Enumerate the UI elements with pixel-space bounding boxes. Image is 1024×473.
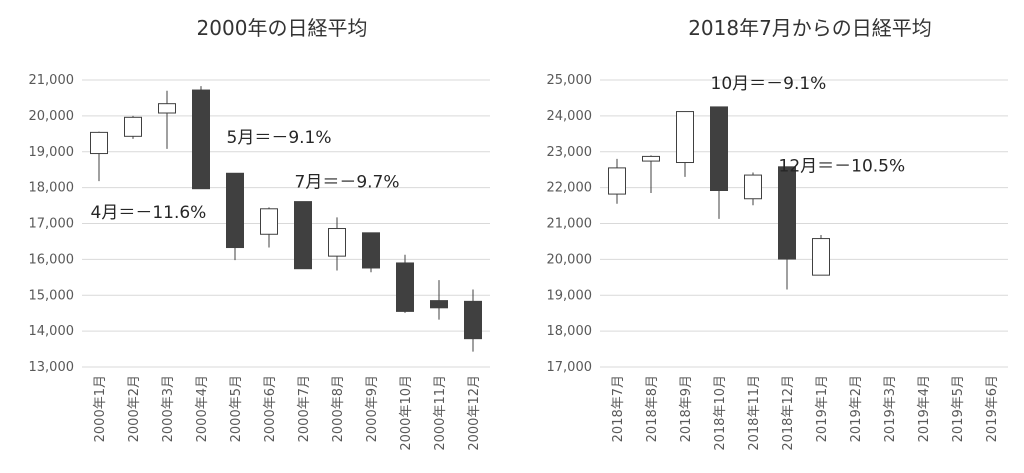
x-tick-label-right: 2018年7月 [611,375,626,442]
x-tick-label-right: 2019年6月 [985,375,1000,442]
annotation-left: 4月＝－11.6% [91,203,207,223]
y-tick-label-left: 19,000 [29,145,75,160]
x-tick-label-left: 2000年6月 [263,375,278,442]
candle-body-left [226,172,244,249]
y-tick-label-right: 18,000 [547,324,593,339]
annotation-right: 12月＝－10.5% [779,156,906,176]
x-tick-label-right: 2018年12月 [781,375,796,451]
annotation-left: 5月＝－9.1% [227,128,332,148]
y-tick-label-right: 21,000 [547,217,593,232]
candle-body-left [192,89,210,190]
y-tick-label-right: 19,000 [547,288,593,303]
x-tick-label-left: 2000年12月 [467,375,482,451]
candle-body-right [642,155,660,162]
y-tick-label-right: 22,000 [547,181,593,196]
x-tick-label-right: 2019年3月 [883,375,898,442]
x-tick-label-left: 2000年4月 [195,375,210,442]
x-tick-label-left: 2000年8月 [331,375,346,442]
x-tick-label-right: 2018年8月 [645,375,660,442]
chart-title-left: 2000年の日経平均 [196,16,368,40]
x-tick-label-right: 2019年5月 [951,375,966,442]
y-tick-label-left: 21,000 [29,73,75,88]
y-tick-label-right: 17,000 [547,360,593,375]
chart-title-right: 2018年7月からの日経平均 [688,16,932,40]
candle-body-right [812,238,830,276]
x-tick-label-left: 2000年3月 [161,375,176,442]
annotation-left: 7月＝－9.7% [295,173,400,193]
x-tick-label-right: 2019年1月 [815,375,830,442]
candle-body-right [676,111,694,164]
x-tick-label-right: 2018年11月 [747,375,762,451]
y-tick-label-left: 17,000 [29,217,75,232]
x-tick-label-left: 2000年9月 [365,375,380,442]
y-tick-label-left: 18,000 [29,181,75,196]
candle-body-left [294,201,312,270]
x-tick-label-left: 2000年11月 [433,375,448,451]
x-tick-label-right: 2018年9月 [679,375,694,442]
y-tick-label-left: 15,000 [29,288,75,303]
candle-body-left [260,208,278,235]
annotation-right: 10月＝－9.1% [711,74,827,94]
x-tick-label-right: 2018年10月 [713,375,728,451]
x-tick-label-right: 2019年4月 [917,375,932,442]
x-tick-label-left: 2000年2月 [127,375,142,442]
candle-body-right [778,166,796,260]
y-tick-label-left: 14,000 [29,324,75,339]
candle-body-left [396,262,414,312]
x-tick-label-left: 2000年5月 [229,375,244,442]
candle-body-left [158,103,176,114]
x-tick-label-right: 2019年2月 [849,375,864,442]
candle-body-left [90,131,108,155]
candle-body-left [362,232,380,269]
candle-body-right [710,106,728,191]
candle-body-left [328,228,346,257]
y-tick-label-right: 23,000 [547,145,593,160]
candle-body-left [464,300,482,340]
x-tick-label-left: 2000年7月 [297,375,312,442]
x-tick-label-left: 2000年10月 [399,375,414,451]
candle-body-right [608,167,626,195]
y-tick-label-right: 25,000 [547,73,593,88]
y-tick-label-right: 20,000 [547,252,593,267]
candle-body-left [124,116,142,137]
y-tick-label-left: 13,000 [29,360,75,375]
y-tick-label-right: 24,000 [547,109,593,124]
candle-body-left [430,300,448,309]
x-tick-label-left: 2000年1月 [93,375,108,442]
y-tick-label-left: 16,000 [29,252,75,267]
y-tick-label-left: 20,000 [29,109,75,124]
candle-body-right [744,174,762,200]
